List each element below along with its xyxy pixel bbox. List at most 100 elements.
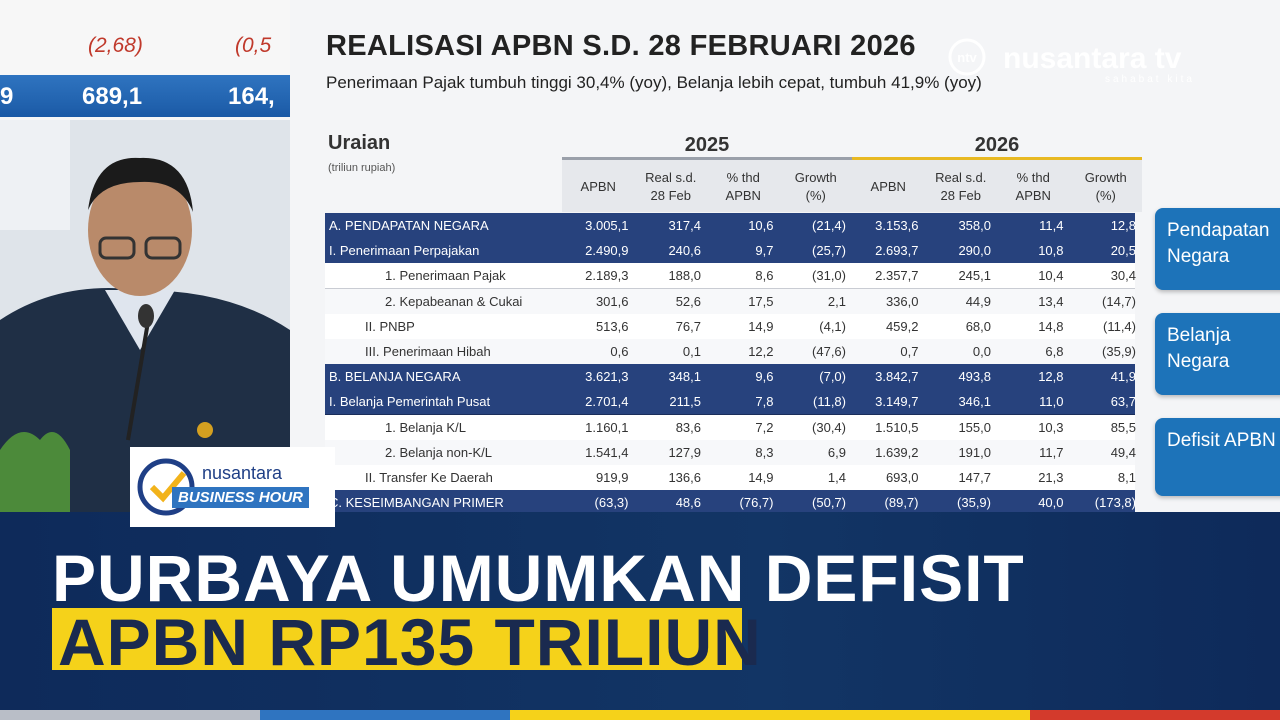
table-cell: (31,0) <box>812 268 846 284</box>
table-cell: 211,5 <box>669 394 701 410</box>
data-table: 2025 2026 APBN Real s.d. 28 Feb % thd APBN Gr… <box>290 0 1280 512</box>
table-cell: 358,0 <box>958 218 991 233</box>
row-label: 2. Belanja non-K/L <box>385 444 492 460</box>
table-cell: 68,0 <box>965 318 991 334</box>
table-cell: 290,0 <box>958 243 991 259</box>
table-cell: 0,6 <box>610 344 629 359</box>
table-cell: 48,6 <box>675 495 701 511</box>
table-row <box>325 213 1135 239</box>
table-cell: 317,4 <box>668 218 701 233</box>
table-cell: (35,9) <box>1102 344 1136 359</box>
table-cell: (35,9) <box>957 495 991 511</box>
slide-subtitle: Penerimaan Pajak tumbuh tinggi 30,4% (yo… <box>326 73 982 92</box>
side-button: Pendapatan Negara <box>1155 208 1280 290</box>
table-cell: 2.357,7 <box>875 268 919 284</box>
presentation-slide: REALISASI APBN S.D. 28 FEBRUARI 2026 Pen… <box>290 0 1280 512</box>
table-cell: (47,6) <box>812 344 846 359</box>
row-label: A. PENDAPATAN NEGARA <box>329 218 489 233</box>
row-label: 1. Belanja K/L <box>385 419 466 435</box>
table-cell: 8,3 <box>755 444 774 460</box>
row-label: II. PNBP <box>365 318 415 334</box>
table-cell: 12,8 <box>1110 218 1136 233</box>
table-cell: (11,4) <box>1103 318 1136 334</box>
channel-tagline: sahabat kita <box>1105 74 1195 85</box>
column-header: APBN <box>870 179 906 194</box>
table-cell: 76,7 <box>675 318 701 334</box>
headline-line: PURBAYA UMUMKAN DEFISIT <box>52 541 1025 615</box>
table-cell: 2.490,9 <box>585 243 629 259</box>
table-cell: 240,6 <box>668 243 701 259</box>
table-cell: 85,5 <box>1110 419 1136 435</box>
program-top: nusantara <box>202 463 283 483</box>
table-cell: 44,9 <box>965 293 991 309</box>
table-cell: 3.149,7 <box>875 394 919 410</box>
background-sheet: (2,68) (0,5 9 689,1 164, <box>0 0 290 120</box>
table-cell: 41,9 <box>1110 369 1136 385</box>
table-cell: (89,7) <box>884 495 919 511</box>
bar-strip <box>510 710 1030 720</box>
table-cell: 9,7 <box>755 243 774 259</box>
table-header: Uraian <box>328 132 391 154</box>
sheet-value: 164, <box>228 83 275 110</box>
table-cell: 12,2 <box>748 344 774 359</box>
table-cell: 3.153,6 <box>875 218 919 233</box>
table-cell: (11,8) <box>813 394 846 410</box>
bar-strip <box>260 710 510 720</box>
table-cell: 10,6 <box>748 218 774 233</box>
year-rule <box>852 157 1142 160</box>
table-cell: (50,7) <box>812 495 846 511</box>
bar-strip <box>1030 710 1280 720</box>
table-cell: 245,1 <box>958 268 991 284</box>
sheet-value: (2,68) <box>88 34 143 57</box>
table-cell: 63,7 <box>1110 394 1136 410</box>
sheet-value: 689,1 <box>82 83 143 110</box>
table-cell: 3.621,3 <box>585 369 629 385</box>
table-cell: 8,1 <box>1117 470 1136 485</box>
slide-title: REALISASI APBN S.D. 28 FEBRUARI 2026 <box>326 30 916 62</box>
row-label: B. BELANJA NEGARA <box>329 369 461 385</box>
table-cell: 0,1 <box>682 344 701 359</box>
table-cell: (25,7) <box>812 243 846 259</box>
table-cell: 2.693,7 <box>875 243 919 259</box>
table-cell: 30,4 <box>1110 268 1136 284</box>
column-header: Growth (%) <box>1084 170 1127 203</box>
table-cell: 127,9 <box>668 444 701 460</box>
table-cell: (4,1) <box>819 318 846 334</box>
bar-strip <box>0 710 260 720</box>
side-button: Defisit APBN <box>1155 418 1280 496</box>
table-cell: 49,4 <box>1110 444 1136 460</box>
side-button: Belanja Negara <box>1155 313 1280 395</box>
row-label: I. Belanja Pemerintah Pusat <box>329 394 491 410</box>
column-header: APBN <box>580 179 616 194</box>
column-header: Real s.d. 28 Feb <box>935 170 987 203</box>
sheet-value: 9 <box>0 83 14 110</box>
table-row <box>325 490 1135 512</box>
table-cell: 6,8 <box>1045 344 1064 359</box>
table-cell: 459,2 <box>885 318 919 334</box>
table-cell: 1,4 <box>827 470 846 485</box>
table-cell: 10,4 <box>1038 268 1064 284</box>
channel-badge: ntv <box>957 50 977 65</box>
table-cell: 136,6 <box>668 470 701 485</box>
table-cell: 191,0 <box>958 444 991 460</box>
table-cell: 11,7 <box>1039 444 1064 460</box>
table-cell: 14,9 <box>748 318 774 334</box>
table-cell: 11,0 <box>1039 394 1064 410</box>
column-header: Real s.d. 28 Feb <box>645 170 697 203</box>
speaker-photo <box>0 120 290 512</box>
table-cell: 7,2 <box>755 419 774 435</box>
table-cell: 10,3 <box>1038 419 1064 435</box>
table-cell: 17,5 <box>748 293 774 309</box>
row-label: C. KESEIMBANGAN PRIMER <box>329 495 504 511</box>
table-cell: 0,0 <box>972 344 991 359</box>
year-header: 2025 <box>684 134 730 156</box>
row-label: 1. Penerimaan Pajak <box>385 268 506 284</box>
table-cell: 10,8 <box>1038 243 1064 259</box>
table-row <box>325 439 1135 466</box>
column-header-bg <box>562 160 1142 212</box>
table-cell: 14,9 <box>748 470 774 485</box>
headline-line: APBN RP135 TRILIUN <box>58 605 762 679</box>
table-cell: 301,6 <box>595 293 629 309</box>
table-row <box>325 263 1135 290</box>
